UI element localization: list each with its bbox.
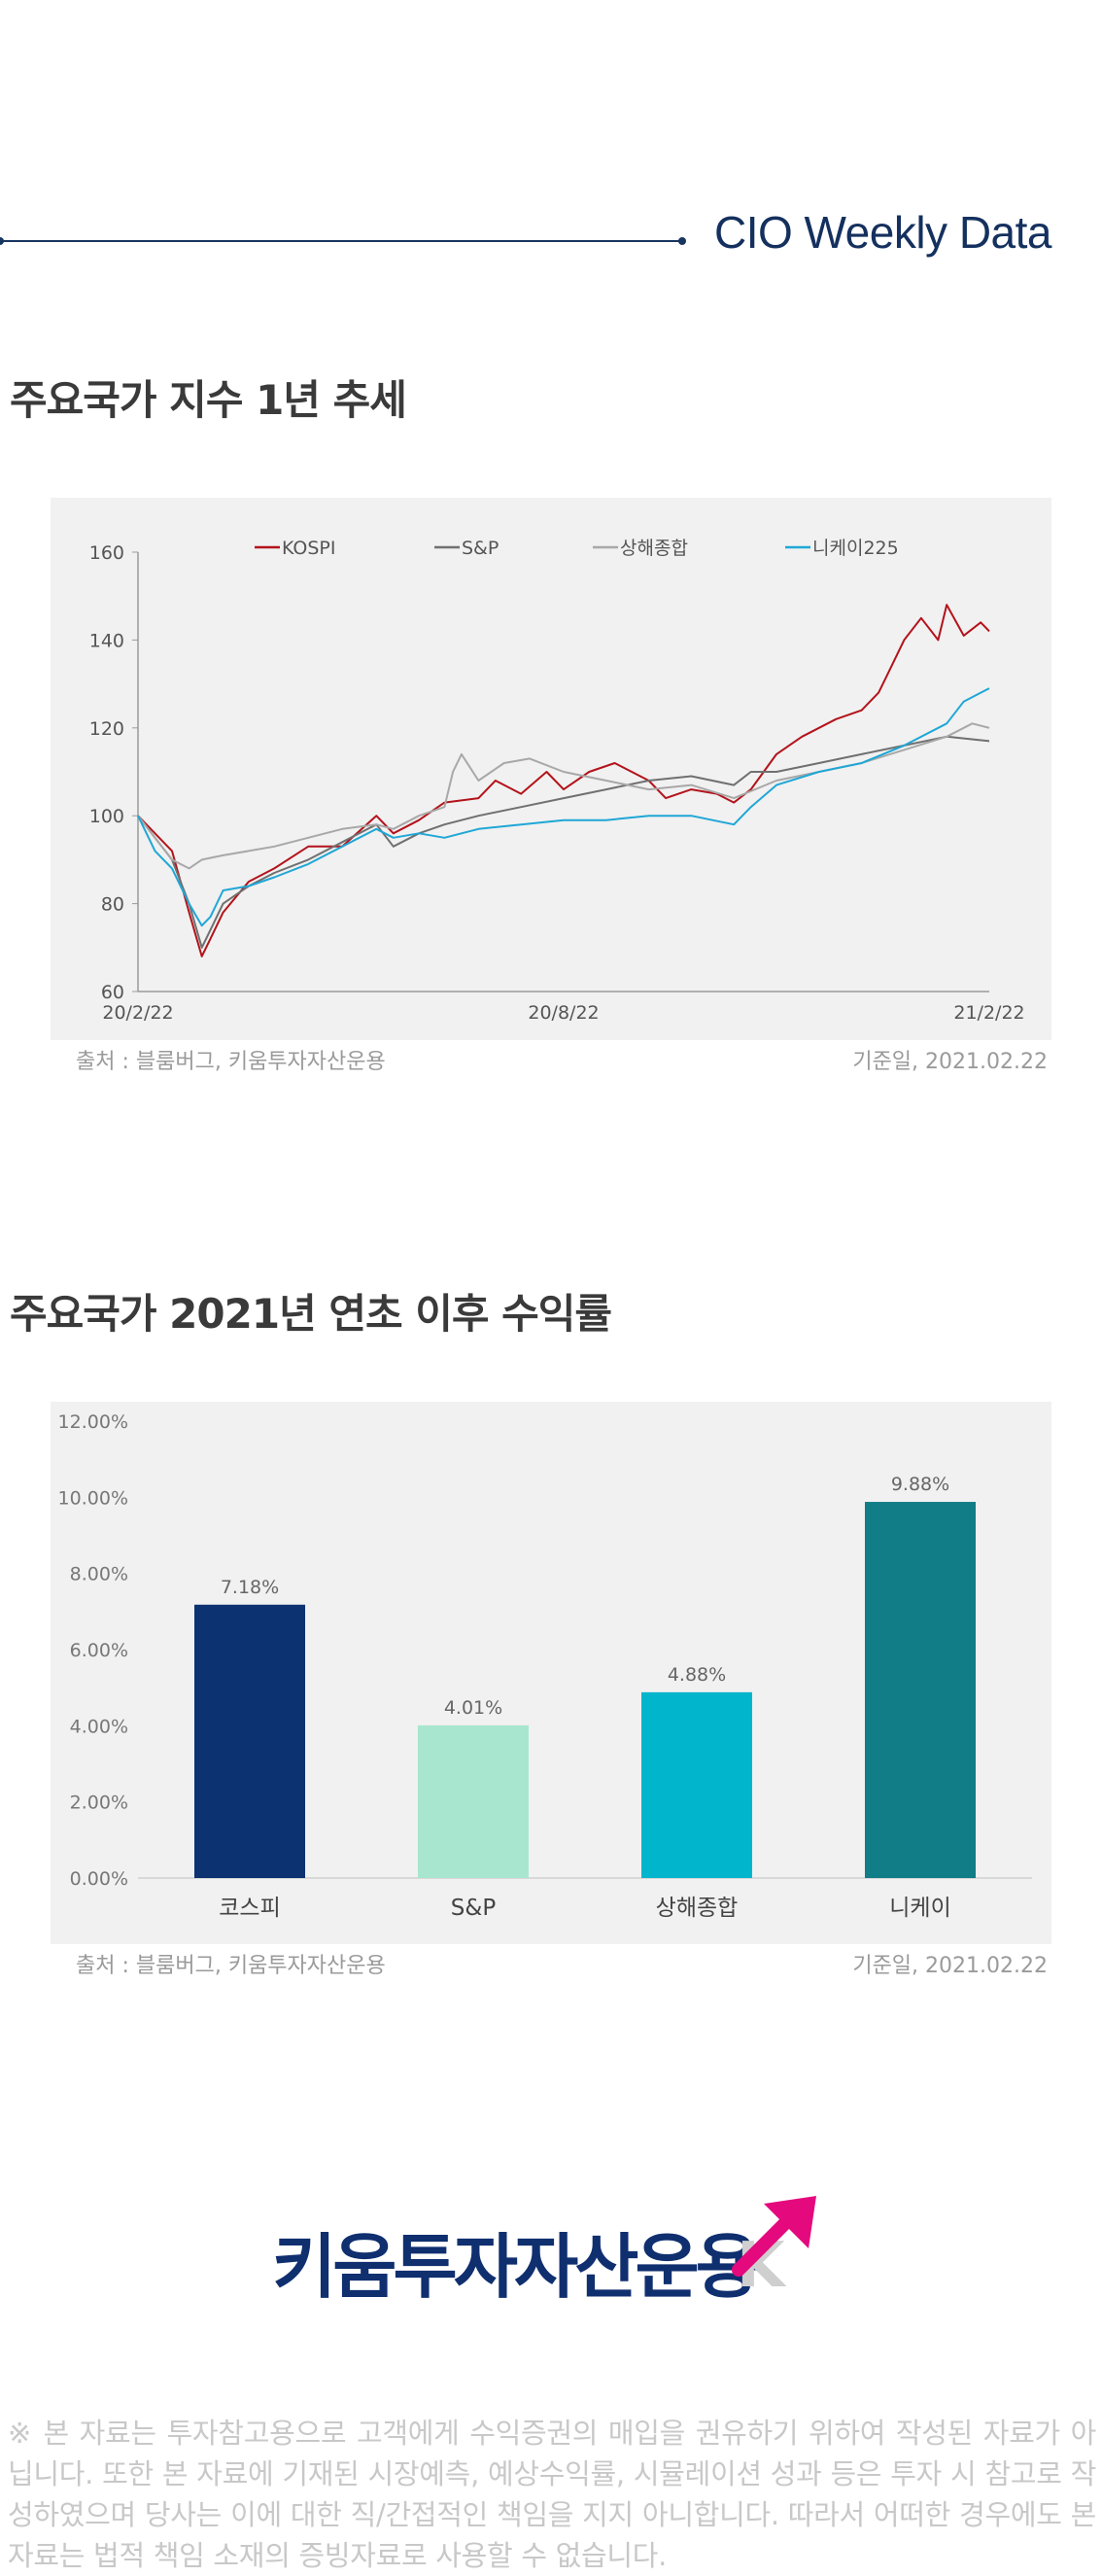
bar-3 — [641, 1691, 752, 1878]
series-line-4 — [137, 687, 990, 927]
y-tick-label: 2.00% — [70, 1793, 128, 1814]
bar-chart: 0.00% 2.00% 4.00% 6.00% 8.00% 10.00% 12.00% 7.1… — [58, 1411, 1032, 1921]
header-divider-line — [0, 240, 682, 242]
chart1-date: 기준일, 2021.02.22 — [852, 1050, 1048, 1074]
bar-value-label: 9.88% — [891, 1474, 949, 1495]
y-tick-label: 160 — [89, 542, 124, 564]
divider-dot-left — [0, 237, 4, 245]
section-title-ytd-return: 주요국가 2021년 연초 이후 수익률 — [10, 1290, 612, 1338]
legend-label: 상해종합 — [620, 538, 688, 559]
line-chart: 60 80 100 120 140 160 20/2/22 20/8/22 21/2/22 KOS… — [89, 538, 1025, 1024]
y-tick-label: 80 — [101, 894, 124, 916]
x-category-label: 상해종합 — [656, 1896, 739, 1921]
series-line-2 — [137, 735, 990, 949]
x-tick-label: 20/8/22 — [528, 1002, 599, 1024]
bar-chart-panel: 0.00% 2.00% 4.00% 6.00% 8.00% 10.00% 12.00% 7.1… — [51, 1402, 1051, 1944]
series-line-1 — [137, 604, 990, 957]
legend-label: S&P — [462, 538, 499, 559]
logo-arrow-icon: K — [732, 2196, 816, 2302]
bar-value-label: 4.01% — [444, 1697, 502, 1719]
y-tick-label: 140 — [89, 630, 124, 651]
y-tick-label: 6.00% — [70, 1640, 128, 1661]
bar-2 — [418, 1724, 529, 1878]
x-category-label: S&P — [451, 1896, 497, 1921]
y-tick-label: 120 — [89, 718, 124, 740]
bar-value-label: 7.18% — [221, 1577, 279, 1598]
line-chart-panel: 60 80 100 120 140 160 20/2/22 20/8/22 21/2/22 KOS… — [51, 498, 1051, 1040]
disclaimer-text: ※ 본 자료는 투자참고용으로 고객에게 수익증권의 매입을 권유하기 위하여 … — [8, 2417, 1096, 2572]
x-tick-label: 21/2/22 — [953, 1002, 1024, 1024]
chart1-source: 출처 : 블룸버그, 키움투자자산운용 — [76, 1050, 386, 1074]
legend-label: 니케이225 — [812, 538, 899, 559]
chart2-source: 출처 : 블룸버그, 키움투자자산운용 — [76, 1954, 386, 1978]
y-tick-label: 10.00% — [58, 1487, 128, 1509]
legend-label: KOSPI — [282, 538, 336, 559]
y-tick-label: 8.00% — [70, 1564, 128, 1585]
y-tick-label: 4.00% — [70, 1716, 128, 1737]
x-tick-label: 20/2/22 — [102, 1002, 173, 1024]
y-tick-label: 100 — [89, 806, 124, 827]
x-category-label: 니케이 — [889, 1896, 950, 1921]
series-line-3 — [137, 722, 990, 870]
bar-1 — [194, 1604, 305, 1878]
chart2-date: 기준일, 2021.02.22 — [852, 1954, 1048, 1978]
y-tick-label: 12.00% — [58, 1411, 128, 1433]
y-tick-label: 0.00% — [70, 1868, 128, 1890]
bar-value-label: 4.88% — [668, 1664, 726, 1686]
company-logo: 키움투자자산운용 K — [272, 2196, 816, 2309]
y-tick-label: 60 — [101, 982, 124, 1003]
divider-dot-right — [678, 237, 686, 245]
x-category-label: 코스피 — [219, 1896, 280, 1921]
page-title: CIO Weekly Data — [714, 207, 1051, 258]
logo-text: 키움투자자산운용 — [272, 2226, 760, 2308]
bar-4 — [865, 1502, 976, 1878]
section-title-index-trend: 주요국가 지수 1년 추세 — [10, 376, 407, 424]
